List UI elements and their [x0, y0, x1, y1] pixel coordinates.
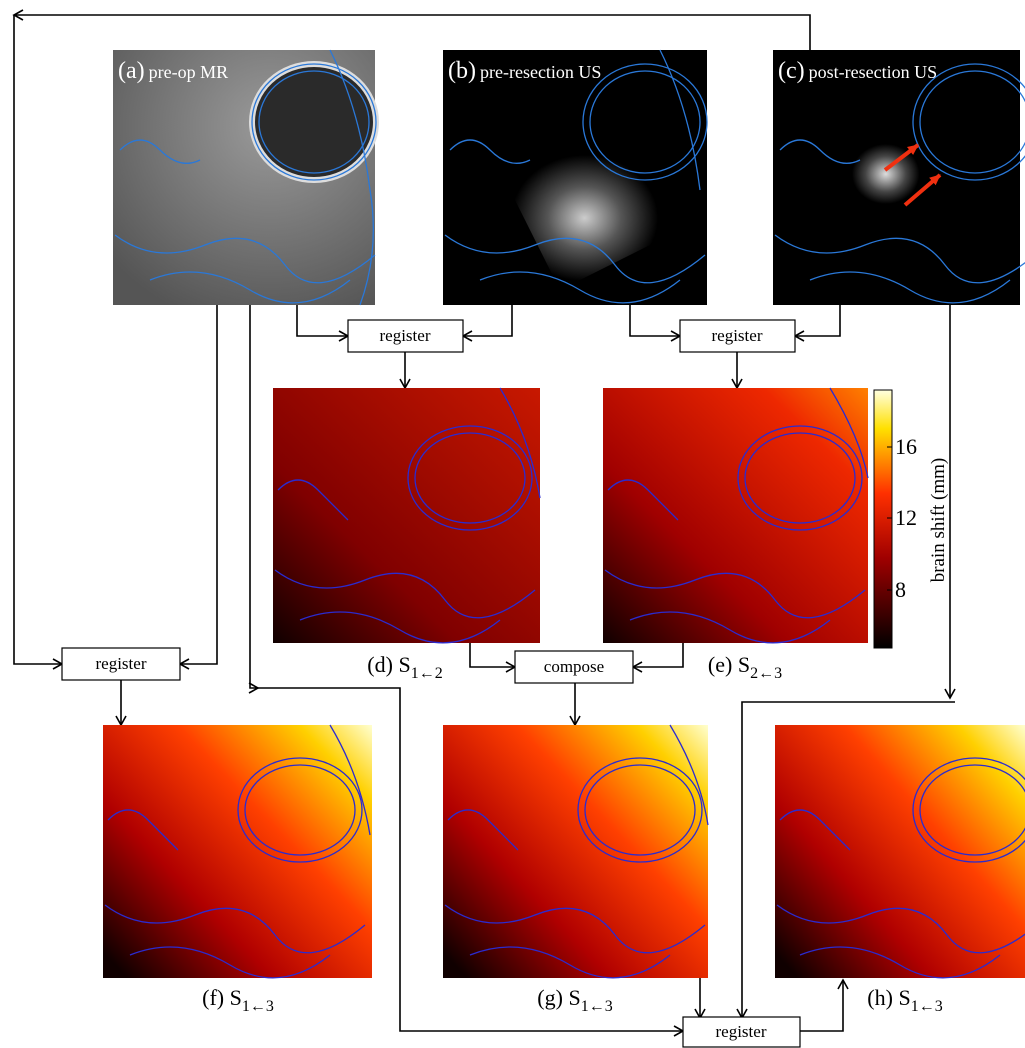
image-b — [443, 50, 707, 305]
connector — [180, 305, 217, 664]
caption: (d) S1←2 — [367, 652, 442, 682]
caption: (e) S2←3 — [708, 652, 782, 682]
panel-label: (a) pre-op MR — [118, 58, 228, 84]
caption: (h) S1←3 — [867, 985, 942, 1015]
panel-label: (c) post-resection US — [778, 58, 937, 84]
heatmap-e — [603, 388, 868, 643]
colorbar-label: brain shift (mm) — [928, 458, 949, 583]
connector — [633, 643, 683, 667]
connector — [297, 305, 348, 336]
heatmap-h — [775, 725, 1025, 978]
connector — [463, 305, 512, 336]
caption: (g) S1←3 — [537, 985, 612, 1015]
heatmap-g — [443, 725, 708, 978]
box-label: register — [712, 326, 763, 345]
figure: (a) pre-op MR (b) pre-resection US (c) p… — [0, 0, 1025, 1048]
connector — [14, 15, 62, 664]
connector — [470, 643, 515, 667]
connector — [795, 305, 840, 336]
box: register — [62, 648, 180, 680]
box: register — [348, 320, 463, 352]
connector — [630, 305, 680, 336]
heatmap-f — [103, 725, 372, 978]
colorbar-tick: 16 — [895, 434, 917, 459]
colorbar: 8 12 16 brain shift (mm) — [874, 390, 949, 648]
box: register — [680, 320, 795, 352]
panel-label: (b) pre-resection US — [448, 58, 601, 84]
box-label: register — [96, 654, 147, 673]
colorbar-tick: 8 — [895, 577, 906, 602]
box-label: compose — [544, 657, 604, 676]
box-label: register — [380, 326, 431, 345]
box: register — [683, 1017, 800, 1047]
image-c — [773, 50, 1025, 305]
image-a — [113, 50, 376, 305]
colorbar-tick: 12 — [895, 505, 917, 530]
box-label: register — [716, 1022, 767, 1041]
connector — [800, 980, 843, 1031]
connector — [14, 15, 810, 50]
heatmap-d — [273, 388, 540, 643]
box: compose — [515, 651, 633, 683]
caption: (f) S1←3 — [202, 985, 274, 1015]
connector — [250, 305, 258, 688]
